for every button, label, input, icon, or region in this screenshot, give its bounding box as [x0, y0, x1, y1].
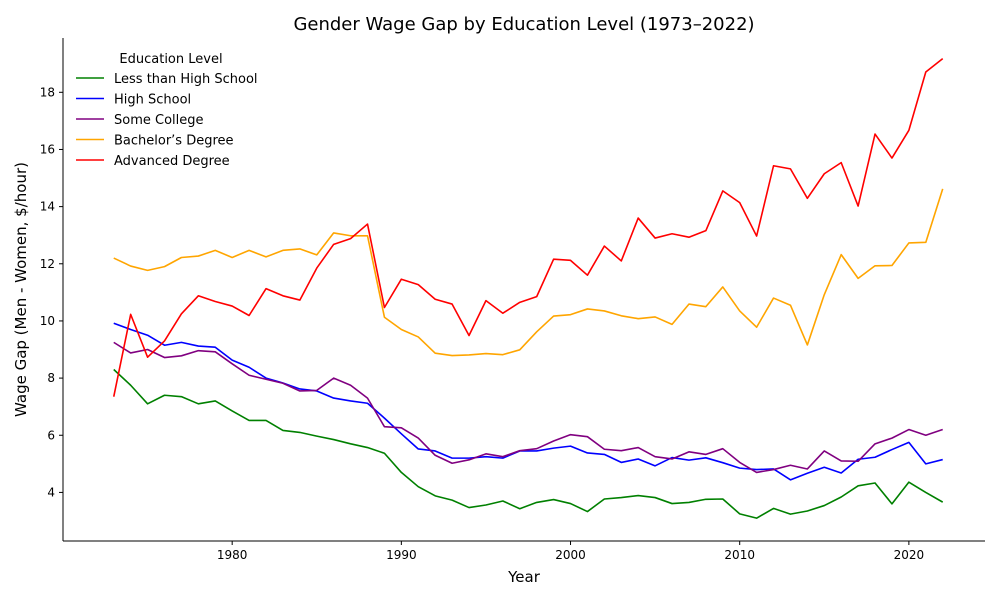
legend-label-some-college: Some College: [114, 113, 204, 128]
x-tick-label: 1990: [386, 548, 417, 562]
y-tick-label: 8: [47, 371, 55, 385]
series-line-high-school: [113, 322, 943, 481]
x-axis-label: Year: [507, 568, 541, 586]
legend-label-bachelor-s-degree: Bachelor’s Degree: [114, 134, 234, 149]
chart-title: Gender Wage Gap by Education Level (1973…: [293, 14, 754, 35]
y-tick-label: 10: [40, 314, 55, 328]
plot-area: 1980 1990 2000 2010 2020 4 6 8 10 12 14 16 18: [40, 38, 985, 562]
x-tick-label: 2000: [555, 548, 586, 562]
x-tick-label: 2020: [894, 548, 925, 562]
legend-title: Education Level: [119, 52, 222, 67]
x-tick-label: 1980: [217, 548, 248, 562]
y-tick-label: 12: [40, 257, 55, 271]
legend: Education Level Less than High School Hig…: [76, 52, 258, 169]
y-axis-label: Wage Gap (Men - Women, $/hour): [12, 162, 30, 417]
series-line-some-college: [113, 341, 943, 474]
series-lines: [112, 57, 944, 519]
y-tick-label: 4: [47, 485, 55, 499]
y-axis-ticks: 4 6 8 10 12 14 16 18: [40, 85, 63, 499]
x-axis-ticks: 1980 1990 2000 2010 2020: [217, 541, 924, 562]
legend-label-high-school: High School: [114, 93, 191, 108]
y-tick-label: 14: [40, 200, 55, 214]
x-tick-label: 2010: [724, 548, 755, 562]
y-tick-label: 6: [47, 428, 55, 442]
series-line-less-than-high-school: [113, 368, 944, 519]
y-tick-label: 18: [40, 85, 55, 99]
legend-label-advanced-degree: Advanced Degree: [114, 154, 230, 169]
series-line-advanced-degree: [112, 57, 944, 397]
y-tick-label: 16: [40, 142, 55, 156]
legend-label-less-than-high-school: Less than High School: [114, 72, 258, 87]
series-line-bachelor-s-degree: [113, 188, 944, 357]
